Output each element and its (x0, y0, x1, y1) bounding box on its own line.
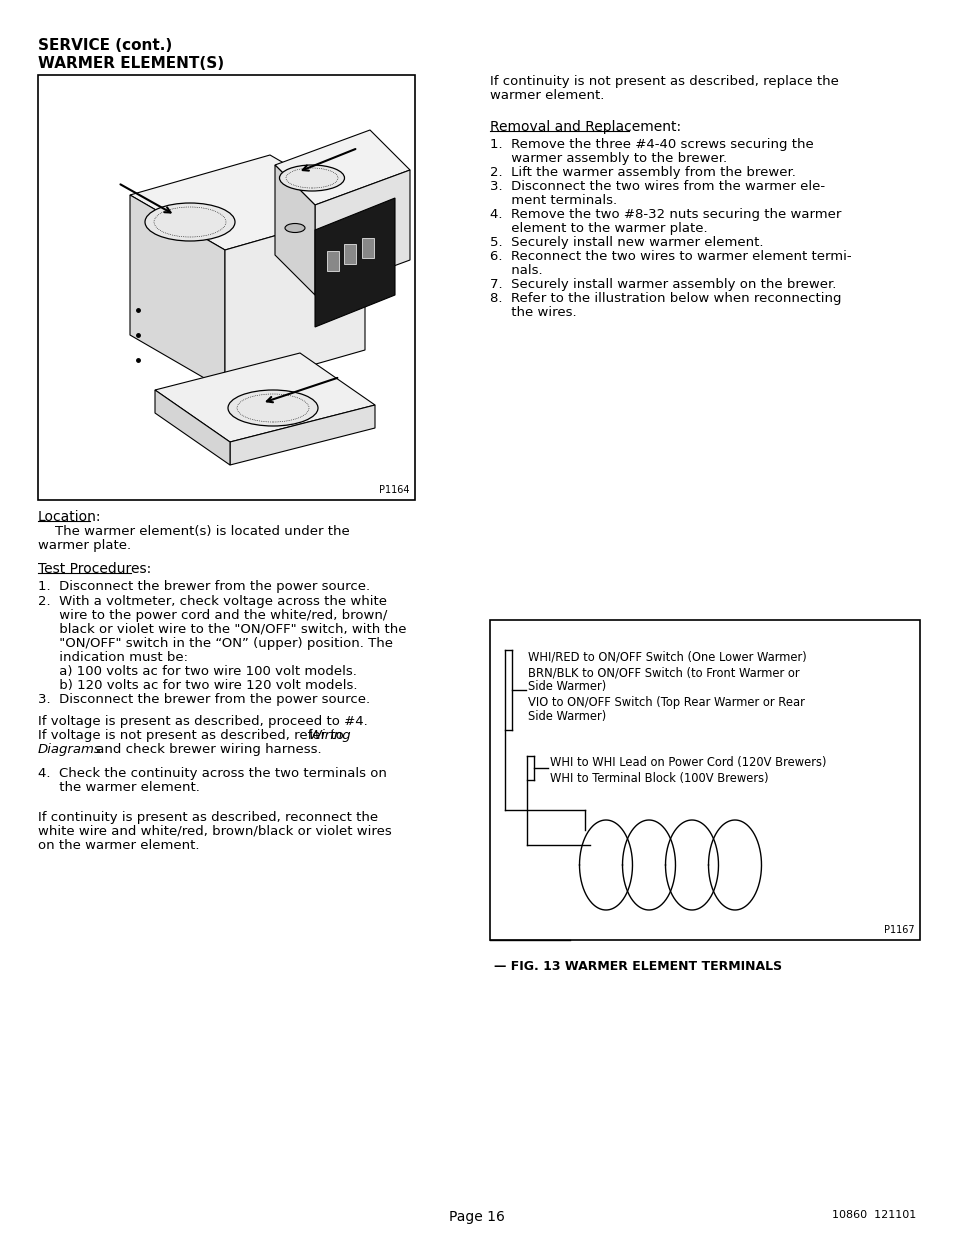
Text: Page 16: Page 16 (449, 1210, 504, 1224)
Text: and check brewer wiring harness.: and check brewer wiring harness. (91, 743, 321, 756)
Text: Diagrams: Diagrams (38, 743, 102, 756)
Text: Wiring: Wiring (309, 729, 352, 742)
Text: Side Warmer): Side Warmer) (527, 680, 605, 693)
Text: 4.  Remove the two #8-32 nuts securing the warmer: 4. Remove the two #8-32 nuts securing th… (490, 207, 841, 221)
Text: — FIG. 13 WARMER ELEMENT TERMINALS: — FIG. 13 WARMER ELEMENT TERMINALS (494, 960, 781, 973)
Text: 10860  121101: 10860 121101 (831, 1210, 915, 1220)
Bar (327, 251, 338, 270)
Text: ment terminals.: ment terminals. (490, 194, 617, 207)
Text: 6.  Reconnect the two wires to warmer element termi-: 6. Reconnect the two wires to warmer ele… (490, 249, 851, 263)
Text: WARMER ELEMENT(S): WARMER ELEMENT(S) (38, 56, 224, 70)
Text: Removal and Replacement:: Removal and Replacement: (490, 120, 680, 135)
Ellipse shape (145, 203, 234, 241)
Polygon shape (314, 170, 410, 295)
Text: 8.  Refer to the illustration below when reconnecting: 8. Refer to the illustration below when … (490, 291, 841, 305)
Text: VIO to ON/OFF Switch (Top Rear Warmer or Rear: VIO to ON/OFF Switch (Top Rear Warmer or… (527, 697, 804, 709)
Text: 3.  Disconnect the brewer from the power source.: 3. Disconnect the brewer from the power … (38, 693, 370, 706)
Text: If voltage is not present as described, refer to: If voltage is not present as described, … (38, 729, 348, 742)
Text: the warmer element.: the warmer element. (38, 781, 200, 794)
Text: white wire and white/red, brown/black or violet wires: white wire and white/red, brown/black or… (38, 825, 392, 839)
Text: The warmer element(s) is located under the: The warmer element(s) is located under t… (38, 525, 350, 538)
Text: WHI to Terminal Block (100V Brewers): WHI to Terminal Block (100V Brewers) (550, 772, 768, 785)
Text: WHI to WHI Lead on Power Cord (120V Brewers): WHI to WHI Lead on Power Cord (120V Brew… (550, 756, 825, 769)
Polygon shape (230, 405, 375, 466)
Text: If continuity is present as described, reconnect the: If continuity is present as described, r… (38, 811, 377, 824)
Text: 4.  Check the continuity across the two terminals on: 4. Check the continuity across the two t… (38, 767, 387, 781)
Polygon shape (130, 156, 365, 249)
Text: P1164: P1164 (379, 485, 410, 495)
Text: Test Procedures:: Test Procedures: (38, 562, 152, 576)
Polygon shape (225, 210, 365, 390)
Text: black or violet wire to the "ON/OFF" switch, with the: black or violet wire to the "ON/OFF" swi… (38, 622, 406, 636)
Polygon shape (274, 130, 410, 205)
Bar (361, 238, 374, 258)
Text: wire to the power cord and the white/red, brown/: wire to the power cord and the white/red… (38, 609, 387, 622)
Text: element to the warmer plate.: element to the warmer plate. (490, 222, 707, 235)
Text: 1.  Disconnect the brewer from the power source.: 1. Disconnect the brewer from the power … (38, 580, 370, 593)
Polygon shape (274, 165, 314, 295)
Text: 5.  Securely install new warmer element.: 5. Securely install new warmer element. (490, 236, 762, 249)
Bar (344, 245, 355, 264)
Text: 7.  Securely install warmer assembly on the brewer.: 7. Securely install warmer assembly on t… (490, 278, 836, 291)
Text: "ON/OFF" switch in the “ON” (upper) position. The: "ON/OFF" switch in the “ON” (upper) posi… (38, 637, 393, 650)
Text: Location:: Location: (38, 510, 101, 524)
Text: 2.  Lift the warmer assembly from the brewer.: 2. Lift the warmer assembly from the bre… (490, 165, 795, 179)
Text: 1.  Remove the three #4-40 screws securing the: 1. Remove the three #4-40 screws securin… (490, 138, 813, 151)
Text: P1167: P1167 (883, 925, 914, 935)
Text: Side Warmer): Side Warmer) (527, 710, 605, 722)
Text: WHI/RED to ON/OFF Switch (One Lower Warmer): WHI/RED to ON/OFF Switch (One Lower Warm… (527, 650, 806, 663)
Text: 3.  Disconnect the two wires from the warmer ele-: 3. Disconnect the two wires from the war… (490, 180, 824, 193)
Text: BRN/BLK to ON/OFF Switch (to Front Warmer or: BRN/BLK to ON/OFF Switch (to Front Warme… (527, 666, 799, 679)
Text: the wires.: the wires. (490, 306, 576, 319)
Polygon shape (154, 390, 230, 466)
Bar (490, 620, 919, 940)
Ellipse shape (228, 390, 317, 426)
Text: indication must be:: indication must be: (38, 651, 188, 664)
Ellipse shape (279, 165, 344, 191)
Bar (38, 75, 415, 500)
Ellipse shape (285, 224, 305, 232)
Polygon shape (154, 353, 375, 442)
Text: on the warmer element.: on the warmer element. (38, 839, 199, 852)
Polygon shape (130, 195, 225, 390)
Text: 2.  With a voltmeter, check voltage across the white: 2. With a voltmeter, check voltage acros… (38, 595, 387, 608)
Text: warmer element.: warmer element. (490, 89, 604, 103)
Text: If continuity is not present as described, replace the: If continuity is not present as describe… (490, 75, 838, 88)
Text: a) 100 volts ac for two wire 100 volt models.: a) 100 volts ac for two wire 100 volt mo… (38, 664, 356, 678)
Text: warmer plate.: warmer plate. (38, 538, 131, 552)
Text: nals.: nals. (490, 264, 542, 277)
Text: If voltage is present as described, proceed to #4.: If voltage is present as described, proc… (38, 715, 367, 727)
Polygon shape (314, 198, 395, 327)
Text: b) 120 volts ac for two wire 120 volt models.: b) 120 volts ac for two wire 120 volt mo… (38, 679, 357, 692)
Text: warmer assembly to the brewer.: warmer assembly to the brewer. (490, 152, 726, 165)
Text: SERVICE (cont.): SERVICE (cont.) (38, 38, 172, 53)
